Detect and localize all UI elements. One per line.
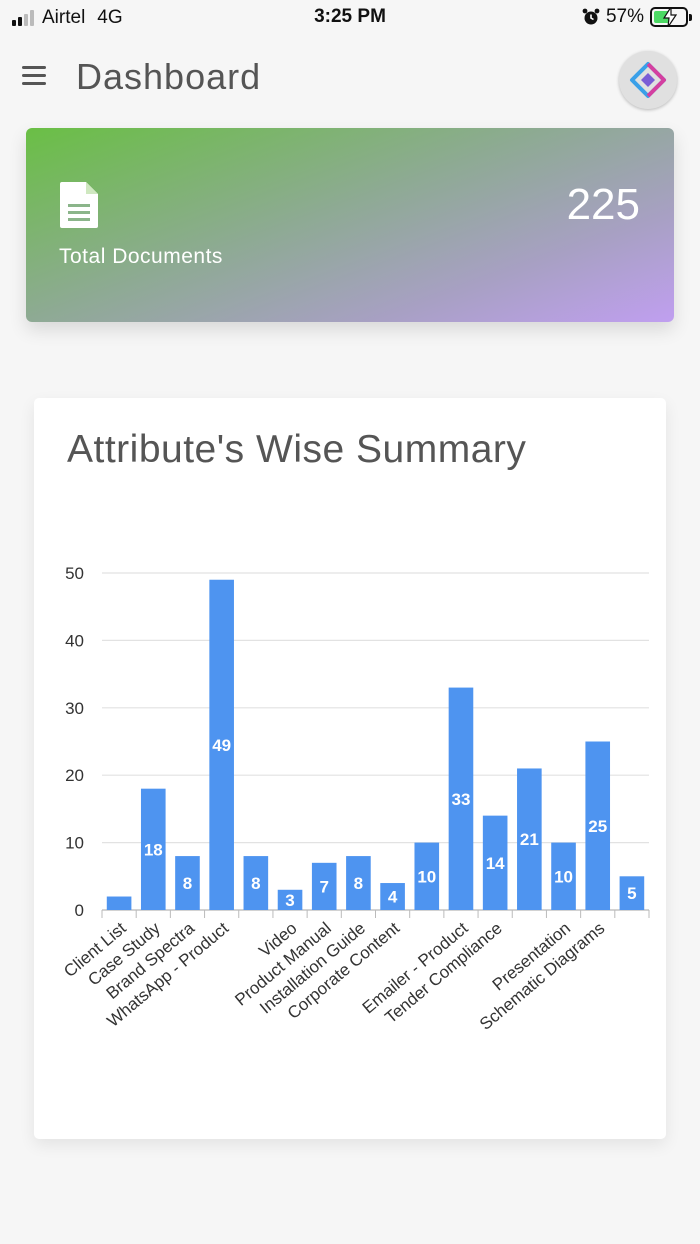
chart-bar (209, 579, 234, 910)
y-tick-label: 0 (75, 901, 84, 920)
y-tick-label: 30 (65, 699, 84, 718)
total-documents-label: Total Documents (59, 245, 223, 268)
document-icon (60, 182, 98, 228)
chart-bar (106, 896, 132, 910)
bar-data-label: 14 (486, 854, 505, 873)
battery-icon (650, 7, 692, 27)
battery-tip (689, 14, 692, 21)
signal-strength-icon (12, 10, 34, 26)
chart-bar (346, 856, 371, 910)
chart-bar (311, 862, 337, 910)
status-bar: Airtel 4G 3:25 PM 57% (0, 0, 700, 36)
bar-data-label: 21 (520, 830, 539, 849)
lightning-bolt-icon (663, 7, 677, 27)
attribute-summary-card: Attribute's Wise Summary 0 10 20 30 40 50 Clie… (34, 398, 666, 1139)
bar-data-label: 8 (183, 874, 192, 893)
chart-bar (380, 883, 405, 910)
chart-bar (175, 856, 200, 910)
bar-data-label: 5 (627, 884, 636, 903)
bar-data-label: 8 (354, 874, 363, 893)
bar-data-label: 10 (554, 867, 573, 886)
page-title: Dashboard (76, 56, 262, 97)
bar-data-label: 33 (452, 790, 471, 809)
y-tick-label: 40 (65, 631, 84, 650)
total-documents-count: 225 (566, 180, 640, 229)
bar-data-label: 25 (588, 817, 607, 836)
bar-data-label: 4 (388, 888, 398, 907)
chart-bar (277, 889, 303, 910)
carrier-name: Airtel (42, 7, 86, 28)
chart-title: Attribute's Wise Summary (67, 428, 527, 471)
bar-data-label: 8 (251, 874, 260, 893)
bar-data-label: 49 (212, 736, 231, 755)
status-right: 57% (582, 6, 692, 28)
chart-bar (140, 788, 166, 910)
total-documents-card[interactable]: Total Documents 225 (26, 128, 674, 322)
status-left: Airtel 4G (12, 7, 123, 29)
chart-bar (551, 842, 576, 910)
chart-bar (414, 842, 440, 910)
y-tick-label: 20 (65, 766, 84, 785)
y-tick-label: 50 (65, 564, 84, 583)
chart-bar (482, 815, 508, 910)
bar-data-label: 10 (417, 867, 436, 886)
network-type: 4G (97, 7, 123, 28)
alarm-clock-icon (582, 8, 600, 25)
chart-bar (619, 876, 645, 910)
chart-bar (243, 856, 269, 910)
bar-data-label: 3 (285, 891, 294, 910)
battery-percent: 57% (605, 6, 644, 27)
bar-data-label: 18 (144, 840, 163, 859)
chart-bar (517, 768, 542, 910)
app-header: Dashboard (0, 36, 700, 120)
chart-bar (448, 687, 474, 910)
y-tick-label: 10 (65, 834, 84, 853)
bar-data-label: 7 (319, 877, 328, 896)
app-logo-icon (630, 62, 666, 98)
hamburger-menu-icon[interactable] (22, 66, 48, 86)
avatar[interactable] (619, 51, 677, 109)
chart-bar (585, 741, 611, 910)
status-time: 3:25 PM (314, 6, 386, 27)
